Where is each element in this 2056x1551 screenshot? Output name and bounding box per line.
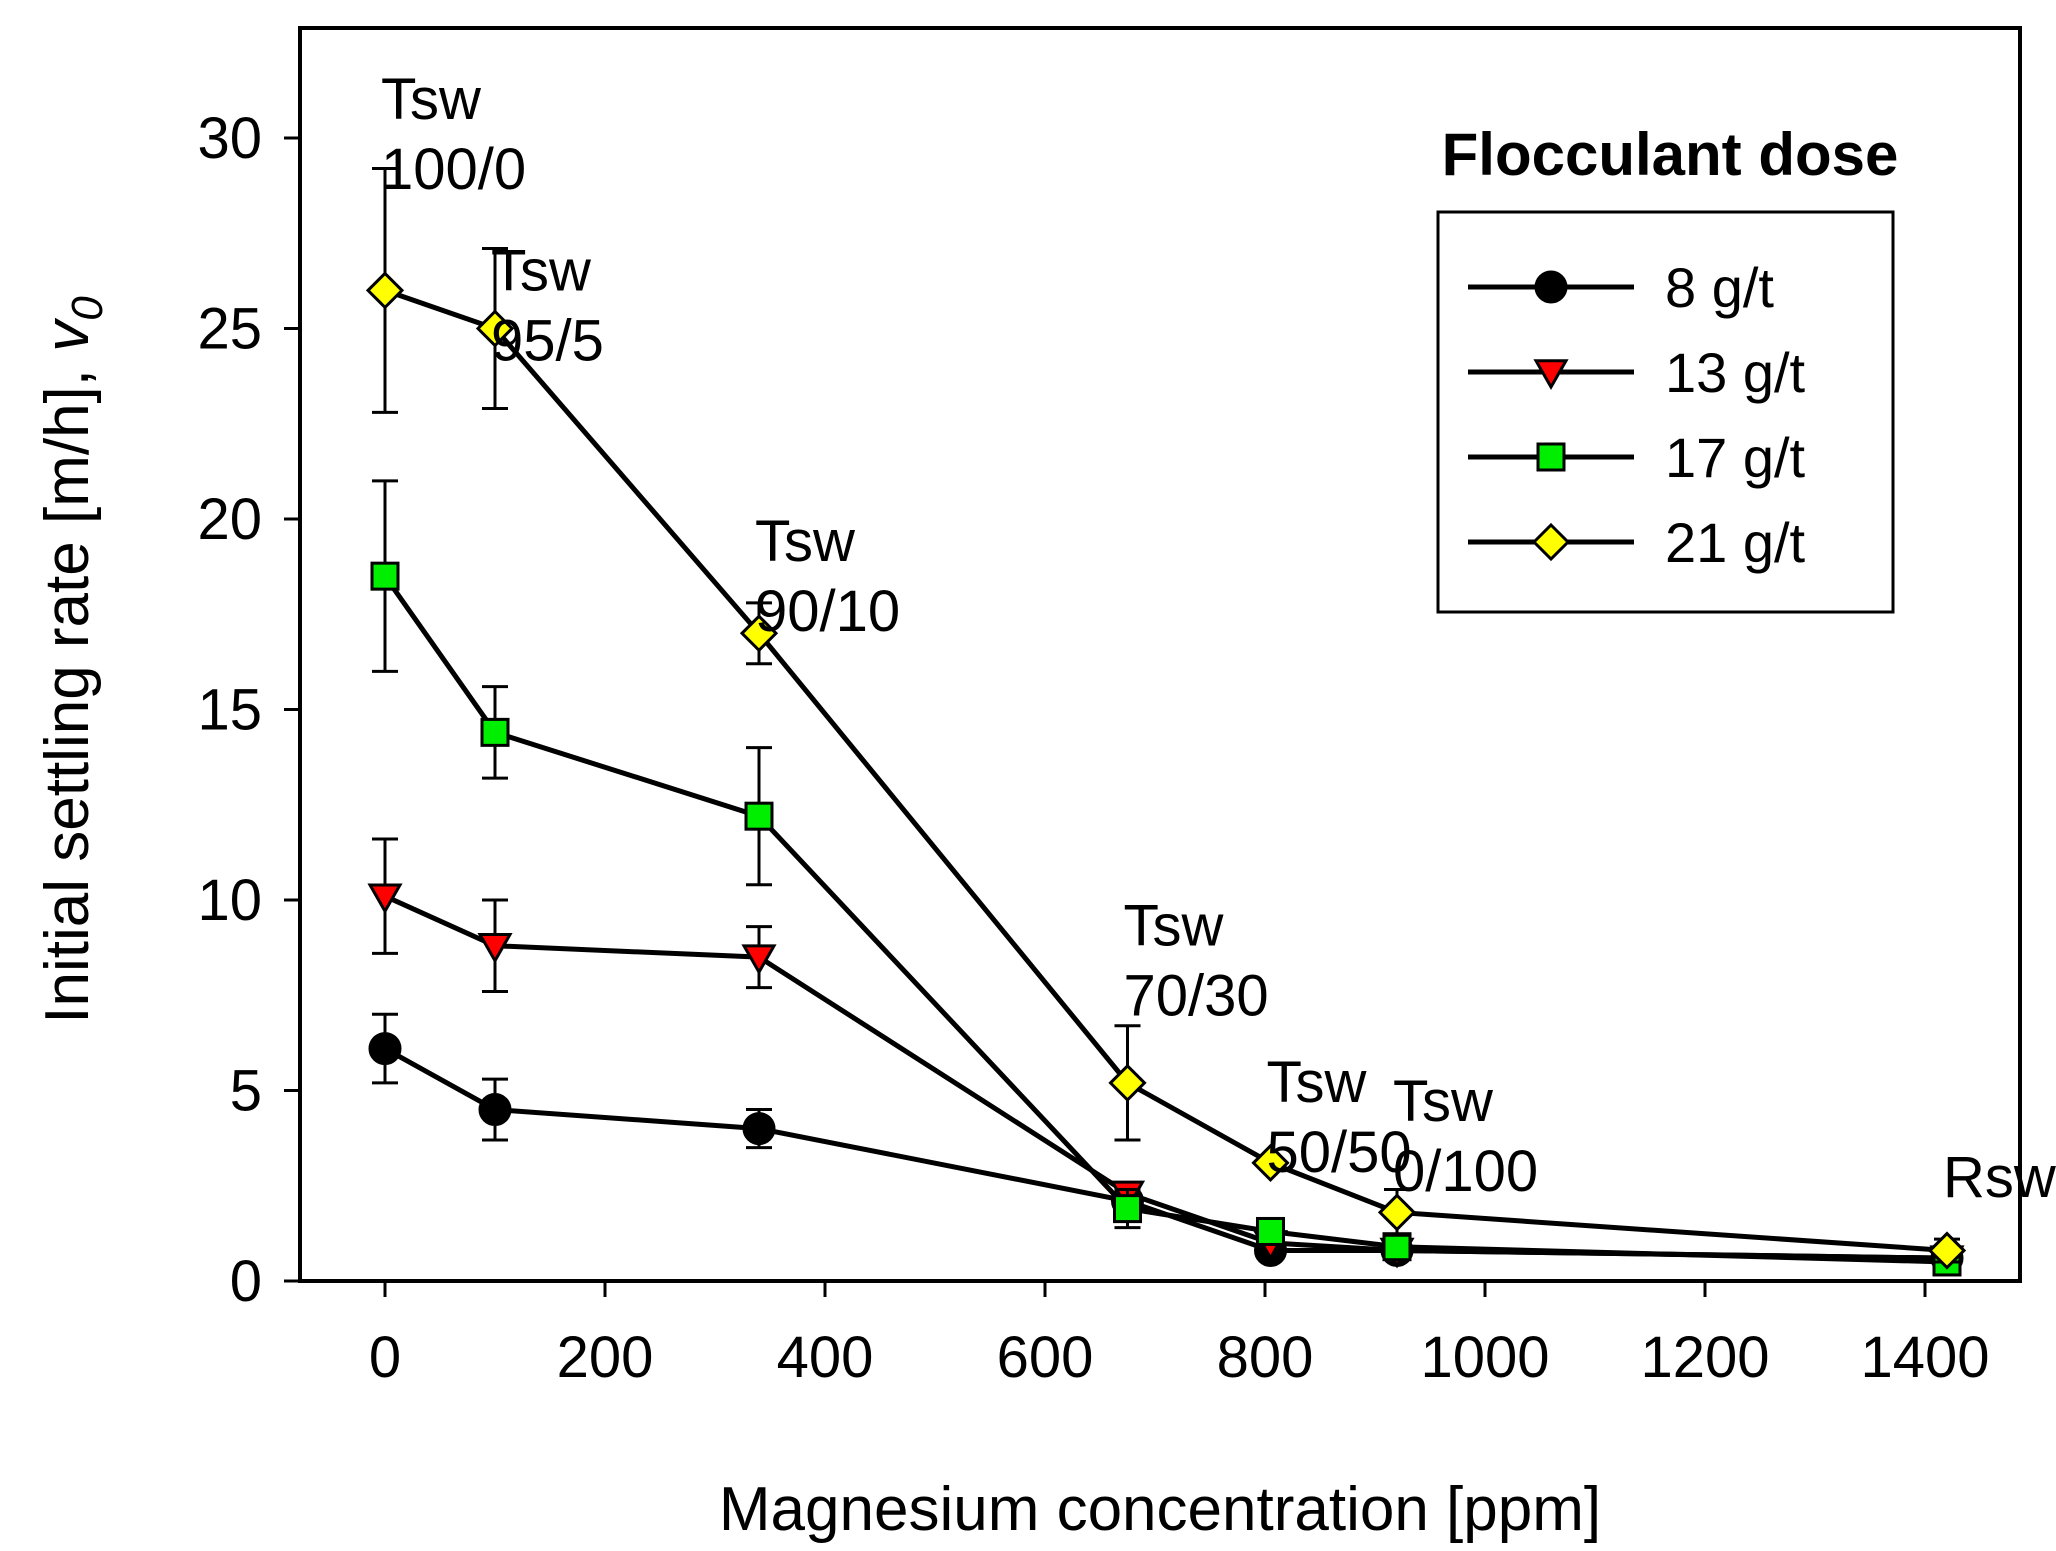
data-point-diamond (1531, 522, 1571, 562)
data-point-circle (368, 1032, 402, 1066)
annotation-line: Tsw (1393, 1069, 1494, 1134)
data-point-diamond (475, 309, 515, 348)
x-tick-label: 0 (369, 1325, 401, 1390)
point-annotation: Tsw 70/30 (1124, 894, 1269, 1029)
annotation-line: Tsw (755, 509, 856, 574)
annotation-line: 100/0 (381, 137, 526, 202)
data-point-square (1113, 1194, 1142, 1224)
legend-item: 17 g/t (1468, 426, 1806, 489)
legend-label: 21 g/t (1665, 511, 1806, 574)
legend-label: 17 g/t (1665, 426, 1806, 489)
point-annotation: Tsw 0/100 (1393, 1069, 1538, 1204)
y-axis-title-subscript: 0 (63, 296, 112, 321)
y-tick-label: 20 (197, 487, 262, 552)
y-tick-label: 0 (230, 1249, 262, 1314)
data-point-square (744, 801, 774, 831)
annotation-line: Tsw (381, 67, 482, 132)
data-point-diamond (739, 614, 779, 653)
legend-box (1436, 210, 1895, 614)
y-tick-label: 30 (197, 106, 262, 171)
data-point-square (1382, 1232, 1412, 1262)
annotation-line: 95/5 (491, 308, 604, 373)
point-annotation: Tsw 95/5 (491, 238, 604, 373)
data-point-square (1256, 1216, 1285, 1246)
y-tick-label: 5 (230, 1059, 262, 1124)
y-axis-title: Initial settling rate [m/h], v0 (33, 296, 112, 1024)
x-tick-label: 400 (777, 1325, 874, 1390)
y-tick-label: 25 (197, 297, 262, 362)
data-point-diamond (1108, 1063, 1147, 1103)
series-square (370, 479, 1962, 1277)
legend-item: 21 g/t (1468, 511, 1806, 574)
data-point-triangle (1533, 359, 1569, 391)
x-axis-title: Magnesium concentration [ppm] (719, 1475, 1601, 1544)
data-point-square (1536, 442, 1566, 472)
annotation-line: Tsw (1267, 1050, 1368, 1115)
data-point-diamond (365, 271, 405, 310)
axes: 0 200 400 600 800 1000 1200 1400 0 5 10 15 20 25 30 (197, 106, 1989, 1390)
point-annotation: Tsw 90/10 (755, 509, 900, 644)
data-point-square (370, 561, 400, 591)
data-point-triangle (367, 883, 403, 915)
annotation-line: 70/30 (1124, 964, 1269, 1029)
x-tick-label: 1200 (1640, 1325, 1769, 1390)
series-layer (365, 166, 1967, 1277)
data-point-square (480, 717, 510, 747)
legend-item: 13 g/t (1468, 341, 1806, 404)
point-annotation: Tsw 100/0 (381, 67, 526, 202)
legend-title: Flocculant dose (1442, 121, 1899, 188)
x-tick-label: 1000 (1420, 1325, 1549, 1390)
data-point-circle (742, 1112, 776, 1146)
y-axis-title-symbol: v (33, 318, 102, 352)
x-tick-label: 1400 (1860, 1325, 1989, 1390)
y-tick-label: 15 (197, 678, 262, 743)
annotation-line: Tsw (1124, 894, 1225, 959)
annotation-line: 50/50 (1267, 1120, 1412, 1185)
point-annotation: Tsw 50/50 (1267, 1050, 1412, 1185)
point-annotation: Rsw (1943, 1145, 2056, 1210)
annotation-line: Rsw (1943, 1145, 2056, 1210)
data-point-diamond (1927, 1231, 1967, 1270)
legend-label: 8 g/t (1665, 256, 1774, 319)
data-point-triangle (741, 944, 777, 976)
legend-label: 13 g/t (1665, 341, 1806, 404)
x-tick-label: 600 (997, 1325, 1094, 1390)
data-point-diamond (1251, 1143, 1290, 1183)
data-point-circle (1534, 270, 1568, 304)
data-point-triangle (477, 932, 513, 964)
legend: 8 g/t 13 g/t 17 g/t 21 g/t (1468, 256, 1806, 574)
x-tick-label: 200 (557, 1325, 654, 1390)
data-point-circle (478, 1093, 512, 1127)
annotation-line: 0/100 (1393, 1139, 1538, 1204)
legend-item: 8 g/t (1468, 256, 1774, 319)
y-tick-label: 10 (197, 868, 262, 933)
y-axis-title-text: Initial settling rate [m/h], (33, 352, 102, 1024)
x-tick-label: 800 (1217, 1325, 1314, 1390)
series-diamond (365, 166, 1967, 1270)
annotation-line: Tsw (491, 238, 592, 303)
annotation-line: 90/10 (755, 579, 900, 644)
data-point-diamond (1377, 1193, 1417, 1232)
